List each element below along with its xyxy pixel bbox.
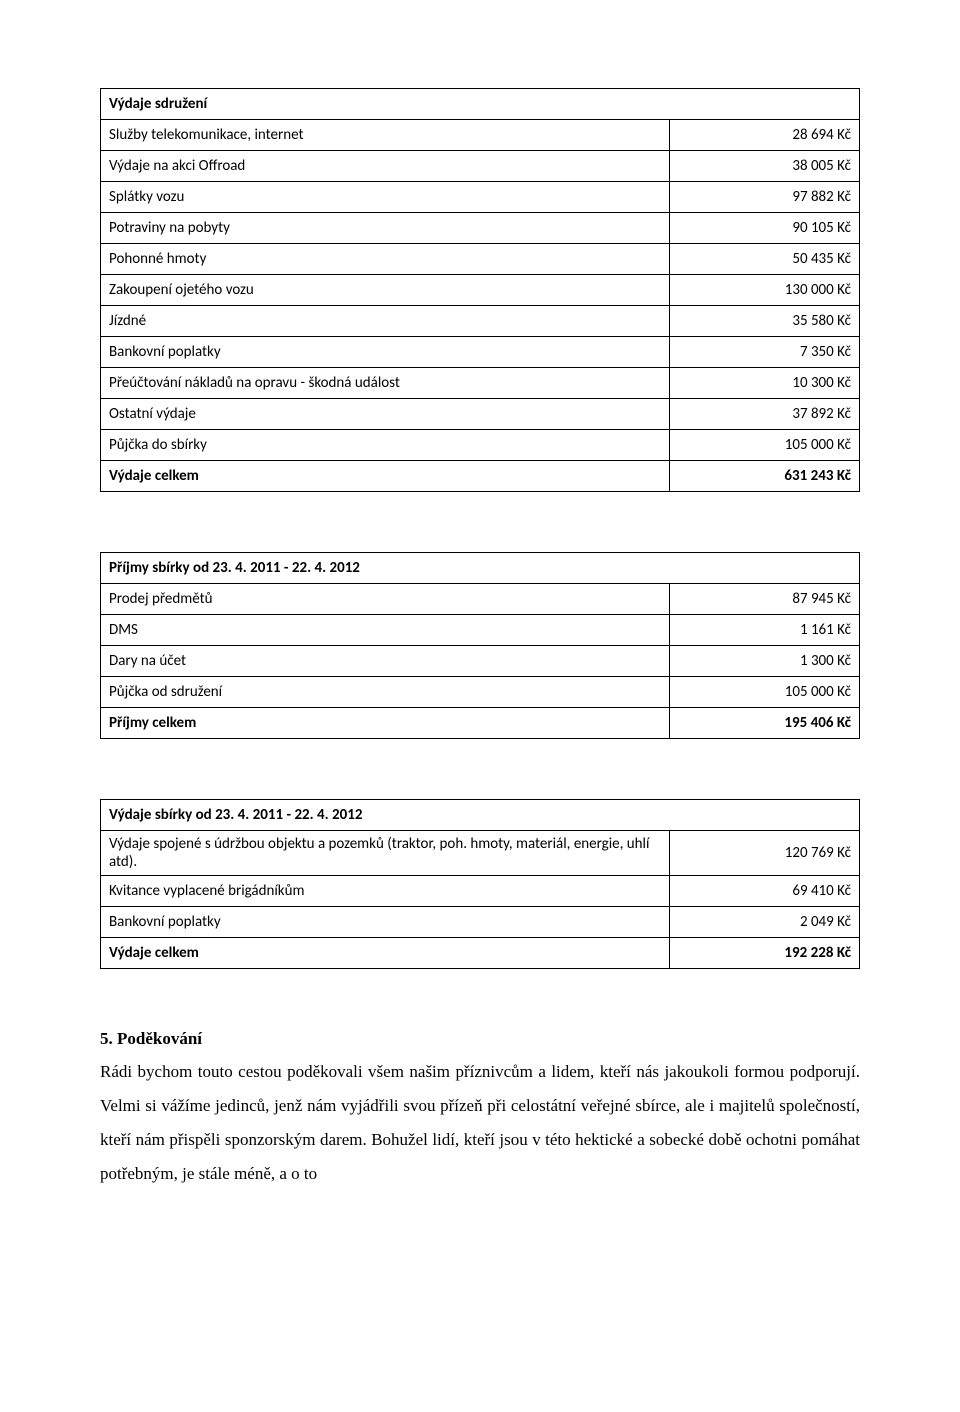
- cell-total-label: Výdaje celkem: [101, 938, 670, 969]
- cell-value: 7 350 Kč: [670, 337, 860, 368]
- cell-value: 28 694 Kč: [670, 120, 860, 151]
- table-row: Ostatní výdaje37 892 Kč: [101, 399, 860, 430]
- table-row-total: Výdaje celkem631 243 Kč: [101, 461, 860, 492]
- table-row: DMS1 161 Kč: [101, 615, 860, 646]
- cell-label: Prodej předmětů: [101, 584, 670, 615]
- table-row: Zakoupení ojetého vozu130 000 Kč: [101, 275, 860, 306]
- table-row: Pohonné hmoty50 435 Kč: [101, 244, 860, 275]
- cell-value: 1 161 Kč: [670, 615, 860, 646]
- table-row: Bankovní poplatky7 350 Kč: [101, 337, 860, 368]
- cell-value: 97 882 Kč: [670, 182, 860, 213]
- table-row: Výdaje spojené s údržbou objektu a pozem…: [101, 831, 860, 876]
- cell-value: 35 580 Kč: [670, 306, 860, 337]
- cell-value: 105 000 Kč: [670, 677, 860, 708]
- table-header: Výdaje sdružení: [101, 89, 860, 120]
- cell-value: 2 049 Kč: [670, 907, 860, 938]
- table-row: Jízdné35 580 Kč: [101, 306, 860, 337]
- table-row: Potraviny na pobyty90 105 Kč: [101, 213, 860, 244]
- cell-label: Přeúčtování nákladů na opravu - škodná u…: [101, 368, 670, 399]
- cell-label: Půjčka od sdružení: [101, 677, 670, 708]
- table-row: Bankovní poplatky2 049 Kč: [101, 907, 860, 938]
- table-row-total: Výdaje celkem192 228 Kč: [101, 938, 860, 969]
- cell-label: Půjčka do sbírky: [101, 430, 670, 461]
- table-header: Příjmy sbírky od 23. 4. 2011 - 22. 4. 20…: [101, 553, 860, 584]
- cell-value: 50 435 Kč: [670, 244, 860, 275]
- cell-label: Pohonné hmoty: [101, 244, 670, 275]
- cell-label: Bankovní poplatky: [101, 907, 670, 938]
- cell-label: Potraviny na pobyty: [101, 213, 670, 244]
- table-row: Půjčka do sbírky105 000 Kč: [101, 430, 860, 461]
- table-row-total: Příjmy celkem195 406 Kč: [101, 708, 860, 739]
- cell-value: 10 300 Kč: [670, 368, 860, 399]
- table-row: Prodej předmětů87 945 Kč: [101, 584, 860, 615]
- table-header: Výdaje sbírky od 23. 4. 2011 - 22. 4. 20…: [101, 800, 860, 831]
- table-row: Služby telekomunikace, internet28 694 Kč: [101, 120, 860, 151]
- section-heading: 5. Poděkování: [100, 1029, 860, 1049]
- cell-value: 1 300 Kč: [670, 646, 860, 677]
- cell-label: Splátky vozu: [101, 182, 670, 213]
- cell-total-label: Příjmy celkem: [101, 708, 670, 739]
- cell-label: Bankovní poplatky: [101, 337, 670, 368]
- page: Výdaje sdružení Služby telekomunikace, i…: [0, 0, 960, 1412]
- cell-value: 87 945 Kč: [670, 584, 860, 615]
- table-row-header: Příjmy sbírky od 23. 4. 2011 - 22. 4. 20…: [101, 553, 860, 584]
- table-row: Splátky vozu97 882 Kč: [101, 182, 860, 213]
- cell-total-value: 192 228 Kč: [670, 938, 860, 969]
- cell-value: 38 005 Kč: [670, 151, 860, 182]
- table-row: Kvitance vyplacené brigádníkům69 410 Kč: [101, 876, 860, 907]
- cell-label: Služby telekomunikace, internet: [101, 120, 670, 151]
- cell-value: 105 000 Kč: [670, 430, 860, 461]
- table-row: Dary na účet1 300 Kč: [101, 646, 860, 677]
- cell-total-value: 631 243 Kč: [670, 461, 860, 492]
- cell-label: Jízdné: [101, 306, 670, 337]
- table-income-collection: Příjmy sbírky od 23. 4. 2011 - 22. 4. 20…: [100, 552, 860, 739]
- table-row-header: Výdaje sbírky od 23. 4. 2011 - 22. 4. 20…: [101, 800, 860, 831]
- cell-value: 90 105 Kč: [670, 213, 860, 244]
- cell-label: Dary na účet: [101, 646, 670, 677]
- table-row-header: Výdaje sdružení: [101, 89, 860, 120]
- cell-label: Ostatní výdaje: [101, 399, 670, 430]
- cell-label: Výdaje na akci Offroad: [101, 151, 670, 182]
- cell-total-label: Výdaje celkem: [101, 461, 670, 492]
- table-row: Výdaje na akci Offroad38 005 Kč: [101, 151, 860, 182]
- cell-total-value: 195 406 Kč: [670, 708, 860, 739]
- cell-value: 37 892 Kč: [670, 399, 860, 430]
- cell-label: Výdaje spojené s údržbou objektu a pozem…: [101, 831, 670, 876]
- table-row: Půjčka od sdružení105 000 Kč: [101, 677, 860, 708]
- table-row: Přeúčtování nákladů na opravu - škodná u…: [101, 368, 860, 399]
- body-paragraph: Rádi bychom touto cestou poděkovali všem…: [100, 1055, 860, 1191]
- cell-value: 120 769 Kč: [670, 831, 860, 876]
- cell-label: Zakoupení ojetého vozu: [101, 275, 670, 306]
- table-expenses-assoc: Výdaje sdružení Služby telekomunikace, i…: [100, 88, 860, 492]
- cell-value: 69 410 Kč: [670, 876, 860, 907]
- cell-label: Kvitance vyplacené brigádníkům: [101, 876, 670, 907]
- cell-value: 130 000 Kč: [670, 275, 860, 306]
- table-expenses-collection: Výdaje sbírky od 23. 4. 2011 - 22. 4. 20…: [100, 799, 860, 969]
- cell-label: DMS: [101, 615, 670, 646]
